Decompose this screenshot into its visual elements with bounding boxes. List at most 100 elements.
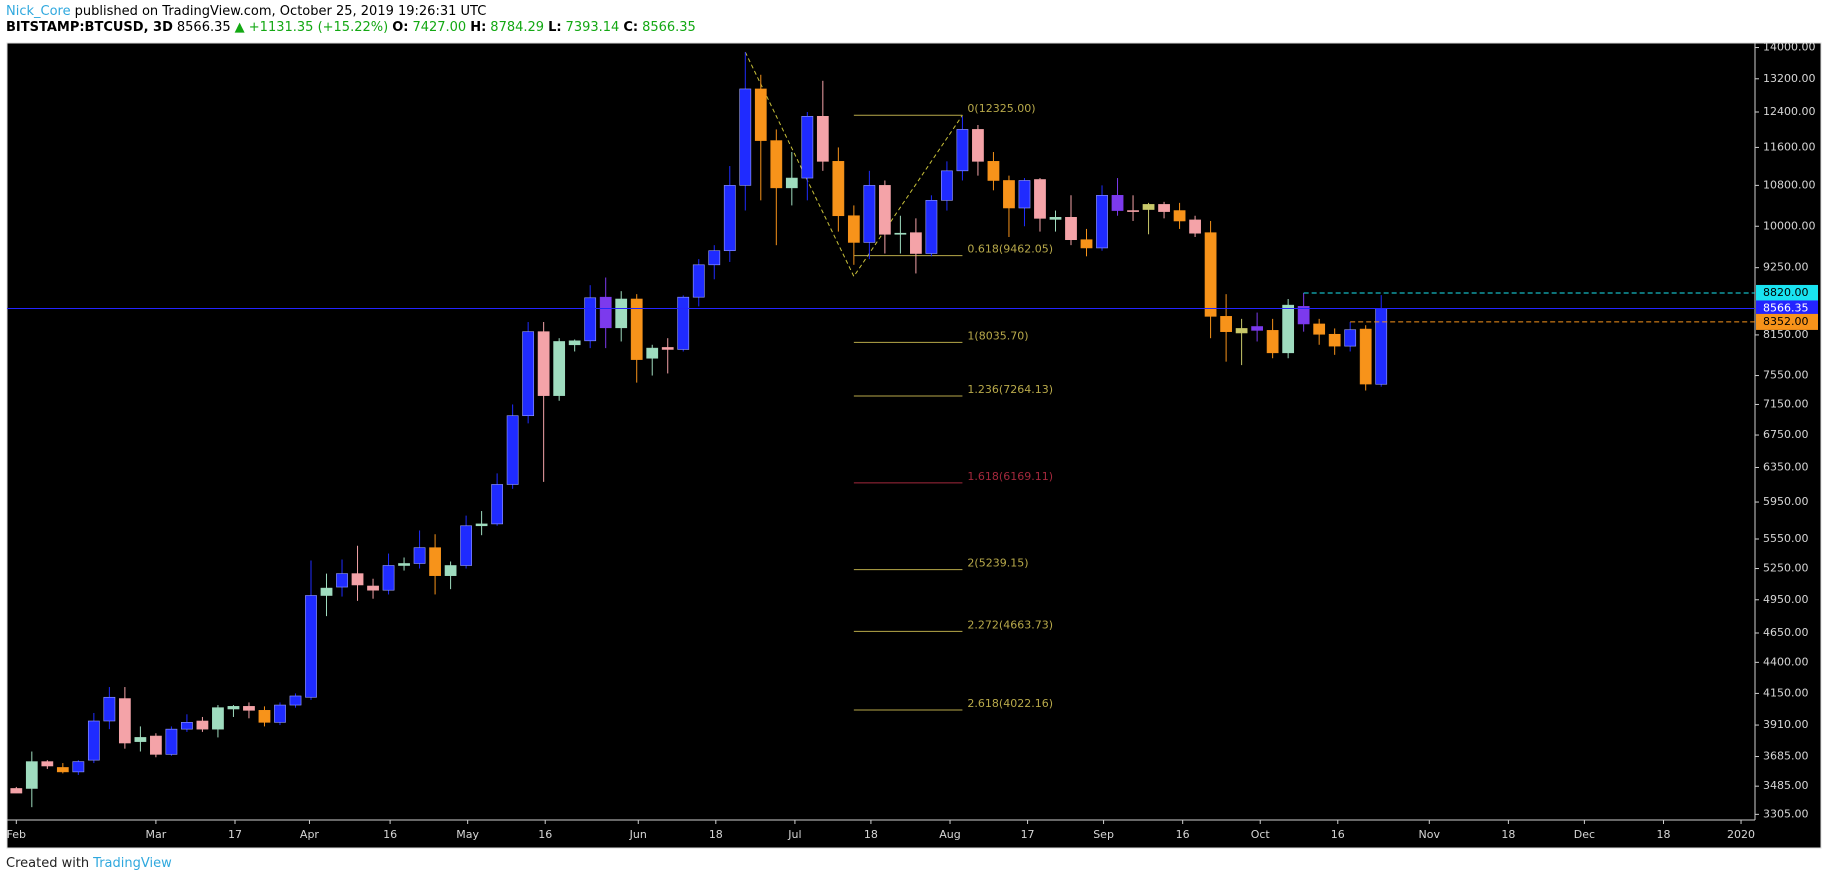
y-tick-label: 9250.00 (1763, 261, 1809, 274)
candle-body (320, 587, 333, 596)
candle-body (708, 250, 721, 266)
candle-body (1158, 204, 1170, 212)
fib-label: 1.236(7264.13) (967, 383, 1053, 396)
candle-body (243, 706, 255, 711)
ohlc-value: 7393.14 (565, 20, 620, 35)
candle-body (692, 264, 705, 298)
candle-body (646, 347, 659, 359)
candle-body (661, 347, 674, 350)
candle-body (212, 707, 224, 730)
candle-body (491, 484, 504, 525)
candle-body (351, 573, 364, 586)
price-tag-label: 8566.35 (1763, 301, 1809, 314)
x-tick-label: Nov (1419, 828, 1441, 841)
candle-body (894, 232, 907, 235)
candle-body (677, 296, 690, 350)
author-link[interactable]: Nick_Core (6, 4, 71, 19)
candle-body (1204, 232, 1217, 317)
fib-label: 0.618(9462.05) (967, 243, 1053, 256)
candle-body (925, 200, 938, 254)
ohlc-value: 8784.29 (490, 20, 545, 35)
candle-body (475, 523, 488, 527)
x-tick-label: Jun (629, 828, 647, 841)
y-tick-label: 4150.00 (1763, 686, 1809, 699)
fib-label: 0(12325.00) (967, 102, 1035, 115)
x-tick-label: Feb (7, 828, 26, 841)
y-tick-label: 12400.00 (1763, 105, 1816, 118)
y-tick-label: 14000.00 (1763, 41, 1816, 54)
candle-body (785, 177, 798, 189)
candle-body (1235, 328, 1248, 334)
x-tick-label: Aug (939, 828, 960, 841)
y-tick-label: 5550.00 (1763, 532, 1809, 545)
candle-body (863, 185, 876, 243)
candle-body (87, 720, 100, 761)
price-tag-label: 8820.00 (1763, 286, 1809, 299)
y-tick-label: 11600.00 (1763, 140, 1816, 153)
candle-body (103, 696, 116, 722)
price-tag (1756, 284, 1818, 301)
candle-body (1344, 329, 1357, 347)
candle-body (1111, 195, 1124, 211)
candle-body (941, 170, 953, 201)
candle-body (25, 761, 38, 789)
candle-body (956, 129, 969, 172)
candle-body (1065, 217, 1077, 241)
y-tick-label: 3305.00 (1763, 807, 1809, 820)
x-tick-label: 17 (1021, 828, 1035, 841)
x-tick-label: Apr (300, 828, 320, 841)
candle-body (1375, 308, 1388, 385)
candle-body (801, 115, 814, 179)
candle-body (754, 88, 767, 141)
candle-body (367, 585, 379, 591)
y-tick-label: 4650.00 (1763, 626, 1809, 639)
price-tag (1756, 313, 1818, 330)
candle-body (460, 525, 472, 566)
candle-body (1189, 219, 1201, 234)
candle-body (1297, 306, 1310, 325)
candle-body (41, 761, 54, 767)
candle-body (537, 331, 550, 396)
header-line: Nick_Core published on TradingView.com, O… (6, 4, 490, 19)
x-tick-label: Oct (1251, 828, 1271, 841)
candle-body (1049, 217, 1062, 220)
x-tick-label: Sep (1093, 828, 1114, 841)
candle-body (429, 547, 441, 576)
candle-body (1034, 179, 1046, 219)
candle-body (10, 788, 23, 794)
candle-body (506, 415, 519, 485)
created-with: Created with (6, 856, 90, 871)
candle-body (289, 695, 302, 706)
x-tick-label: 18 (1656, 828, 1670, 841)
last-price: 8566.35 (176, 20, 231, 35)
candle-body (1096, 195, 1108, 249)
y-tick-label: 5250.00 (1763, 562, 1809, 575)
x-tick-label: Jul (787, 828, 801, 841)
candle-body (413, 547, 426, 564)
candle-body (910, 232, 922, 254)
candle-body (584, 297, 597, 342)
candle-body (72, 761, 85, 773)
candle-body (553, 341, 566, 396)
brand-link[interactable]: TradingView (93, 856, 172, 871)
y-tick-label: 7550.00 (1763, 369, 1809, 382)
candle-body (987, 161, 1000, 181)
fib-label: 2.272(4663.73) (967, 618, 1053, 631)
candle-body (816, 115, 829, 162)
candle-body (615, 298, 628, 329)
symbol: BITSTAMP:BTCUSD, 3D (6, 20, 173, 35)
x-tick-label: 16 (1331, 828, 1345, 841)
y-tick-label: 6750.00 (1763, 428, 1809, 441)
published-text: published on TradingView.com, October 25… (74, 4, 487, 19)
chart: 14000.00 13200.00 12400.00 11600.00 10800.00… (6, 41, 1822, 849)
y-tick-label: 10800.00 (1763, 178, 1816, 191)
x-tick-label: 17 (228, 828, 242, 841)
candle-body (770, 140, 783, 189)
candle-body (1313, 323, 1326, 335)
candle-body (181, 722, 193, 730)
x-tick-label: Dec (1574, 828, 1595, 841)
candle-body (258, 710, 271, 723)
footer: Created with TradingView (6, 856, 172, 871)
fib-label: 2(5239.15) (967, 557, 1028, 570)
candle-body (599, 296, 612, 329)
